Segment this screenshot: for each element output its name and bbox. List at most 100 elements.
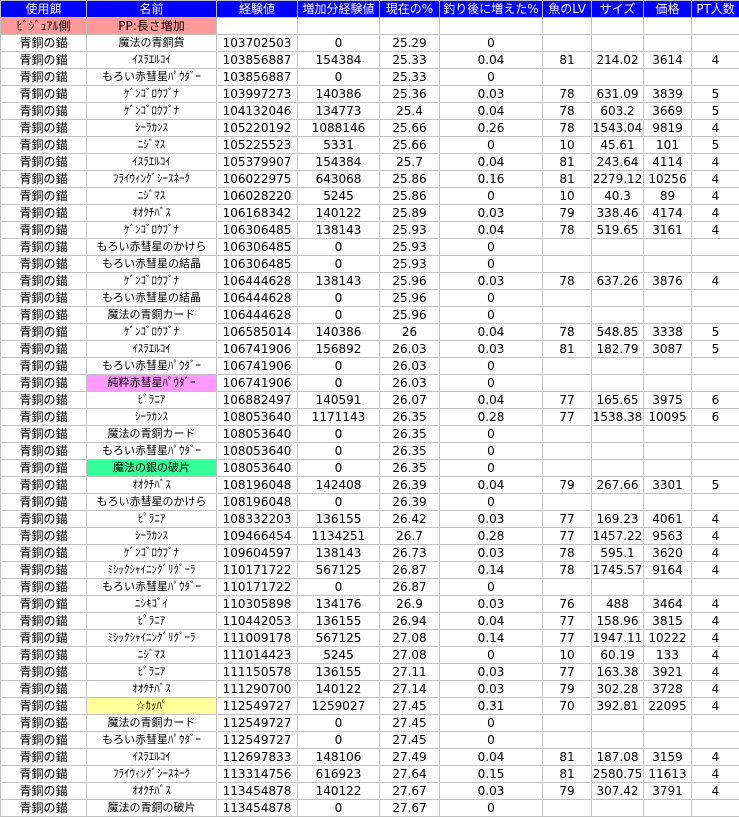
cell-size[interactable]: 392.81 — [592, 698, 644, 715]
cell-exp[interactable]: 110171722 — [217, 579, 298, 596]
cell-fish-lv[interactable] — [543, 494, 592, 511]
cell-exp-gain[interactable]: 0 — [298, 358, 380, 375]
column-header-fish-lv[interactable]: 魚のLV — [543, 1, 592, 18]
cell-name[interactable]: もろい赤彗星のかけら — [87, 494, 217, 511]
cell-bait[interactable]: 青銅の錨 — [1, 239, 87, 256]
cell-exp[interactable]: 106028220 — [217, 188, 298, 205]
cell-current-pct[interactable]: 25.33 — [380, 69, 440, 86]
cell-fish-lv[interactable] — [543, 375, 592, 392]
cell-pt-count[interactable]: 5 — [692, 341, 739, 358]
cell-name[interactable]: ｲｽﾗｴﾙｺｲ — [87, 52, 217, 69]
cell-current-pct[interactable]: 25.93 — [380, 256, 440, 273]
cell-size[interactable]: 187.08 — [592, 749, 644, 766]
cell-price[interactable] — [644, 35, 692, 52]
cell-current-pct[interactable]: 26.07 — [380, 392, 440, 409]
column-header-name[interactable]: 名前 — [87, 1, 217, 18]
cell-pt-count[interactable] — [692, 579, 739, 596]
cell-fish-lv[interactable]: 78 — [543, 562, 592, 579]
cell-exp[interactable]: 106444628 — [217, 290, 298, 307]
cell-exp[interactable]: 106444628 — [217, 307, 298, 324]
cell-exp[interactable]: 113454878 — [217, 800, 298, 817]
cell-exp[interactable]: 103702503 — [217, 35, 298, 52]
cell-exp-gain[interactable]: 140386 — [298, 86, 380, 103]
subheader-cell-name[interactable]: PP:長さ増加 — [87, 18, 217, 35]
cell-bait[interactable]: 青銅の錨 — [1, 52, 87, 69]
cell-exp-gain[interactable]: 0 — [298, 579, 380, 596]
cell-current-pct[interactable]: 25.96 — [380, 290, 440, 307]
cell-exp-gain[interactable]: 138143 — [298, 222, 380, 239]
cell-pt-count[interactable]: 4 — [692, 188, 739, 205]
cell-exp[interactable]: 106306485 — [217, 256, 298, 273]
cell-current-pct[interactable]: 25.93 — [380, 222, 440, 239]
cell-bait[interactable]: 青銅の錨 — [1, 596, 87, 613]
cell-price[interactable]: 3839 — [644, 86, 692, 103]
cell-current-pct[interactable]: 27.11 — [380, 664, 440, 681]
cell-exp[interactable]: 111009178 — [217, 630, 298, 647]
cell-exp-gain[interactable]: 0 — [298, 800, 380, 817]
cell-pt-count[interactable]: 4 — [692, 647, 739, 664]
cell-current-pct[interactable]: 25.96 — [380, 273, 440, 290]
cell-exp-gain[interactable]: 567125 — [298, 630, 380, 647]
cell-pct-increase[interactable]: 0 — [440, 715, 543, 732]
cell-size[interactable]: 1543.04 — [592, 120, 644, 137]
cell-pt-count[interactable] — [692, 358, 739, 375]
cell-pct-increase[interactable]: 0 — [440, 256, 543, 273]
cell-name[interactable]: ｹﾞﾝｺﾞﾛｳﾌﾞﾅ — [87, 222, 217, 239]
cell-size[interactable]: 595.1 — [592, 545, 644, 562]
cell-name[interactable]: ﾆｼｷｺﾞｲ — [87, 596, 217, 613]
cell-pct-increase[interactable]: 0 — [440, 35, 543, 52]
cell-pt-count[interactable] — [692, 290, 739, 307]
cell-bait[interactable]: 青銅の錨 — [1, 188, 87, 205]
column-header-current-pct[interactable]: 現在の% — [380, 1, 440, 18]
cell-fish-lv[interactable]: 78 — [543, 273, 592, 290]
cell-exp[interactable]: 106444628 — [217, 273, 298, 290]
cell-price[interactable]: 3728 — [644, 681, 692, 698]
cell-fish-lv[interactable] — [543, 358, 592, 375]
cell-current-pct[interactable]: 27.45 — [380, 715, 440, 732]
cell-name[interactable]: ﾋﾟﾗﾆｱ — [87, 664, 217, 681]
cell-fish-lv[interactable] — [543, 239, 592, 256]
cell-fish-lv[interactable] — [543, 443, 592, 460]
cell-name[interactable]: ﾌﾗｲｳｨﾝｸﾞｼｰｽﾈｰｸ — [87, 171, 217, 188]
cell-exp-gain[interactable]: 0 — [298, 35, 380, 52]
cell-size[interactable]: 2279.12 — [592, 171, 644, 188]
cell-size[interactable] — [592, 375, 644, 392]
cell-pt-count[interactable]: 4 — [692, 511, 739, 528]
cell-exp[interactable]: 106741906 — [217, 375, 298, 392]
cell-price[interactable] — [644, 375, 692, 392]
cell-price[interactable]: 3338 — [644, 324, 692, 341]
cell-price[interactable] — [644, 307, 692, 324]
cell-pct-increase[interactable]: 0 — [440, 800, 543, 817]
cell-bait[interactable]: 青銅の錨 — [1, 460, 87, 477]
cell-name[interactable]: ｵｵｸﾁﾊﾞｽ — [87, 783, 217, 800]
cell-price[interactable] — [644, 426, 692, 443]
cell-current-pct[interactable]: 26.94 — [380, 613, 440, 630]
cell-bait[interactable]: 青銅の錨 — [1, 103, 87, 120]
cell-bait[interactable]: 青銅の錨 — [1, 307, 87, 324]
cell-exp[interactable]: 103997273 — [217, 86, 298, 103]
cell-pct-increase[interactable]: 0.03 — [440, 596, 543, 613]
cell-exp-gain[interactable]: 140122 — [298, 783, 380, 800]
cell-price[interactable]: 3791 — [644, 783, 692, 800]
cell-name[interactable]: もろい赤彗星のかけら — [87, 239, 217, 256]
cell-name[interactable]: 魔法の青銅貨 — [87, 35, 217, 52]
cell-pct-increase[interactable]: 0.03 — [440, 205, 543, 222]
cell-exp-gain[interactable]: 134176 — [298, 596, 380, 613]
cell-pt-count[interactable] — [692, 375, 739, 392]
cell-price[interactable]: 3159 — [644, 749, 692, 766]
cell-size[interactable]: 603.2 — [592, 103, 644, 120]
cell-current-pct[interactable]: 27.67 — [380, 783, 440, 800]
cell-pt-count[interactable]: 4 — [692, 154, 739, 171]
cell-name[interactable]: もろい赤彗星の結晶 — [87, 256, 217, 273]
subheader-cell-bait[interactable]: ﾋﾞｼﾞｭｱﾙ側 — [1, 18, 87, 35]
cell-exp-gain[interactable]: 134773 — [298, 103, 380, 120]
cell-pct-increase[interactable]: 0 — [440, 494, 543, 511]
cell-price[interactable]: 3876 — [644, 273, 692, 290]
cell-exp-gain[interactable]: 5331 — [298, 137, 380, 154]
column-header-pt-count[interactable]: PT人数 — [692, 1, 739, 18]
cell-current-pct[interactable]: 26.42 — [380, 511, 440, 528]
cell-name[interactable]: ｲｽﾗｴﾙｺｲ — [87, 341, 217, 358]
cell-exp[interactable]: 111014423 — [217, 647, 298, 664]
cell-price[interactable] — [644, 443, 692, 460]
cell-fish-lv[interactable] — [543, 35, 592, 52]
